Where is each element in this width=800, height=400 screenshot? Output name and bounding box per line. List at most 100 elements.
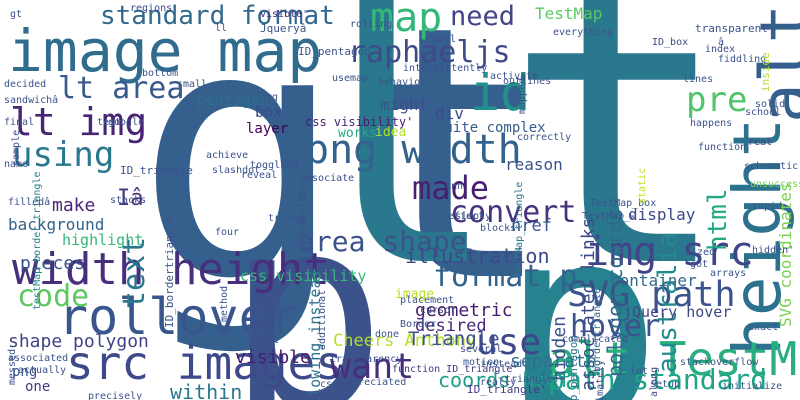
cloud-word: format p xyxy=(433,259,578,294)
cloud-word: gt xyxy=(135,0,557,359)
cloud-word: Triangle xyxy=(408,328,500,350)
cloud-word: triangle' xyxy=(505,374,560,385)
cloud-word: id xyxy=(470,64,531,122)
cloud-word: lot xyxy=(630,366,649,377)
cloud-word: area shape xyxy=(298,225,467,258)
cloud-word: pieces xyxy=(20,253,86,274)
cloud-word: make xyxy=(52,195,96,216)
cloud-word: rolling xyxy=(350,19,393,30)
cloud-word: appreciated xyxy=(340,377,407,388)
cloud-word: TestMap_w xyxy=(582,211,637,222)
cloud-word: filledâ xyxy=(8,197,51,208)
cloud-word: coords href xyxy=(438,368,571,392)
cloud-word: stacks xyxy=(110,195,147,206)
cloud-word: exact xyxy=(748,322,779,333)
cloud-word: gt xyxy=(10,9,23,20)
cloud-word: p xyxy=(225,157,388,400)
cloud-word: bottom xyxy=(142,68,179,79)
cloud-word: hidden' xyxy=(752,245,795,256)
cloud-word: want xyxy=(330,347,415,387)
cloud-word: div xyxy=(435,104,464,123)
cloud-word: transparent xyxy=(695,22,768,35)
cloud-word: SVG path xyxy=(567,275,736,315)
cloud-word: desired xyxy=(415,316,487,336)
cloud-word: google xyxy=(108,117,145,128)
cloud-word: everything xyxy=(553,27,614,38)
cloud-word: additional xyxy=(317,289,328,350)
cloud-word: img src xyxy=(585,229,754,275)
cloud-word: using xyxy=(12,135,115,175)
cloud-word: outlines xyxy=(503,76,552,87)
cloud-word: ID_triangle' xyxy=(467,383,547,396)
cloud-word: real xyxy=(748,137,773,148)
cloud-word: might xyxy=(380,95,429,114)
cloud-word: hover xyxy=(570,309,661,344)
cloud-word: src images xyxy=(66,336,343,390)
cloud-word: TestMap_box xyxy=(590,198,657,209)
cloud-word: â xyxy=(718,37,725,48)
cloud-word: polygon coords xyxy=(603,208,627,377)
cloud-word: simply xyxy=(455,211,492,222)
cloud-word: css xyxy=(320,379,339,390)
cloud-word: unsuccessful xyxy=(750,179,800,190)
cloud-word: display xyxy=(628,205,696,224)
cloud-word: one xyxy=(25,379,51,395)
cloud-word: intermittently xyxy=(403,63,488,74)
cloud-word: container xyxy=(610,271,697,290)
cloud-word: name xyxy=(4,159,29,170)
cloud-word: setup xyxy=(650,379,681,390)
cloud-word: alt TestMap xyxy=(548,332,800,386)
cloud-word: map xyxy=(370,0,443,41)
cloud-word: p xyxy=(500,167,663,400)
cloud-word: function ID_triangle' xyxy=(392,364,519,375)
cloud-word: TestMap xyxy=(535,4,603,23)
cloud-word: reason xyxy=(505,155,563,174)
cloud-word: toggling xyxy=(250,160,299,171)
cloud-word: method xyxy=(219,285,230,322)
cloud-word: full xyxy=(255,335,280,346)
cloud-word: ID_pentagon xyxy=(298,45,371,58)
cloud-word: small xyxy=(177,79,208,90)
cloud-word: several xyxy=(460,344,503,355)
cloud-word: cursor xyxy=(420,305,457,316)
cloud-word: layer xyxy=(246,121,289,137)
cloud-word: Border xyxy=(400,319,437,330)
cloud-word: code xyxy=(17,279,90,314)
cloud-word: need xyxy=(450,1,516,32)
cloud-word: highlight xyxy=(62,231,144,249)
cloud-word: box xyxy=(255,103,283,121)
cloud-word: ID_bordertriangle xyxy=(163,215,176,328)
cloud-word: function xyxy=(698,142,747,153)
cloud-word: school xyxy=(745,107,782,118)
cloud-word: placement xyxy=(400,295,455,306)
cloud-word: arrays xyxy=(710,268,747,279)
cloud-word: complicated xyxy=(562,334,629,345)
cloud-word: slashdot xyxy=(212,165,261,176)
cloud-word: within xyxy=(170,380,243,400)
cloud-word: initialize xyxy=(722,381,783,392)
cloud-word: decided xyxy=(4,79,47,90)
cloud-word: separate xyxy=(510,351,597,372)
cloud-word: associated xyxy=(8,353,69,364)
cloud-word: correctly xyxy=(517,132,572,143)
cloud-word: html xyxy=(703,188,733,251)
cloud-word: got xyxy=(690,259,709,270)
cloud-word: precisely xyxy=(88,391,143,400)
cloud-word: ultimately xyxy=(595,359,606,400)
cloud-word: pseudoclass xyxy=(297,183,308,250)
cloud-word: schematic xyxy=(744,161,799,172)
cloud-word: path standard xyxy=(548,363,768,396)
cloud-word: Iâ xyxy=(117,186,144,211)
cloud-word: TestMap_triangle xyxy=(514,181,525,278)
cloud-word: image map xyxy=(8,17,323,85)
cloud-word: visible' xyxy=(260,9,309,20)
cloud-word: standard format xyxy=(100,1,335,31)
cloud-word: associate xyxy=(300,173,355,184)
cloud-word: pentagon xyxy=(197,91,270,109)
cloud-word: sized xyxy=(685,247,716,258)
cloud-word: actually xyxy=(18,365,67,376)
cloud-word: regions xyxy=(130,3,173,14)
cloud-word: use xyxy=(476,322,542,363)
cloud-word: raphaeljs xyxy=(348,35,511,70)
